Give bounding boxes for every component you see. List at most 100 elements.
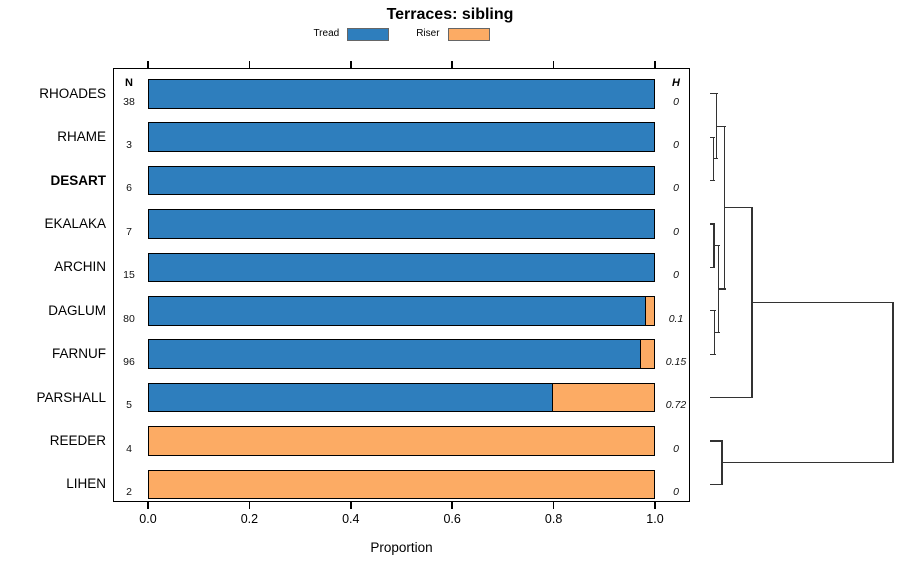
n-value: 38 xyxy=(123,95,135,108)
legend-swatch xyxy=(447,27,490,41)
bar-row xyxy=(148,426,655,456)
axis-tick-bottom xyxy=(654,502,656,509)
row-label: EKALAKA xyxy=(44,215,106,231)
dendrogram-segment xyxy=(710,353,716,355)
axis-tick-bottom xyxy=(248,502,251,509)
n-value: 2 xyxy=(126,486,132,499)
dendrogram-segment xyxy=(710,179,715,182)
h-value: 0 xyxy=(673,486,679,499)
chart-title: Terraces: sibling xyxy=(386,6,514,23)
dendrogram-segment xyxy=(715,93,718,160)
n-value: 15 xyxy=(123,269,135,282)
axis-tick-bottom xyxy=(350,502,352,509)
n-value: 5 xyxy=(126,399,132,412)
legend-label: Tread xyxy=(313,28,340,39)
dendrogram-segment xyxy=(717,245,720,334)
axis-tick-bottom xyxy=(451,502,453,509)
row-label: LIHEN xyxy=(66,476,106,492)
h-value: 0.72 xyxy=(665,399,687,412)
dendrogram-segment xyxy=(724,207,754,209)
n-value: 96 xyxy=(123,355,135,368)
n-value: 7 xyxy=(126,225,132,238)
bar-row xyxy=(148,165,655,196)
n-value: 3 xyxy=(126,138,132,151)
bar-tread-segment xyxy=(149,383,553,412)
x-axis-label: Proportion xyxy=(370,540,433,555)
legend-swatch xyxy=(347,27,390,41)
dendrogram-segment xyxy=(710,310,716,312)
axis-tick-label: 0.0 xyxy=(139,512,157,526)
axis-tick-label: 0.4 xyxy=(342,512,360,526)
bar-tread-segment xyxy=(149,253,654,282)
h-value: 0 xyxy=(673,138,679,151)
dendrogram-segment xyxy=(710,440,724,442)
row-label: FARNUF xyxy=(52,346,106,362)
dendrogram-segment xyxy=(721,440,723,485)
axis-tick-top xyxy=(654,61,656,68)
axis-tick-top xyxy=(552,61,555,68)
dendrogram-segment xyxy=(751,207,753,399)
legend-label: Riser xyxy=(416,28,440,39)
h-value: 0 xyxy=(673,225,679,238)
dendrogram-segment xyxy=(713,310,716,355)
bar-row xyxy=(148,122,655,152)
bar-row xyxy=(148,79,655,109)
column-header-h: H xyxy=(672,77,680,89)
dendrogram-segment xyxy=(723,125,726,290)
dendrogram-segment xyxy=(892,301,894,464)
bar-row xyxy=(148,209,655,239)
axis-tick-top xyxy=(350,61,352,68)
dendrogram-segment xyxy=(710,223,716,225)
dendrogram-segment xyxy=(713,223,715,268)
dendrogram-segment xyxy=(710,396,754,399)
axis-tick-bottom xyxy=(552,502,555,509)
dendrogram-segment xyxy=(710,136,715,138)
dendrogram-segment xyxy=(710,483,724,485)
h-value: 0 xyxy=(673,182,679,195)
row-label: DESART xyxy=(50,172,106,188)
bar-row xyxy=(148,339,655,369)
bar-row xyxy=(148,469,655,500)
dendrogram-segment xyxy=(710,93,718,95)
bar-tread-segment xyxy=(149,340,642,368)
dendrogram-segment xyxy=(722,462,895,464)
column-header-n: N xyxy=(125,77,133,89)
h-value: 0 xyxy=(673,442,679,455)
h-value: 0 xyxy=(673,269,679,282)
h-value: 0.15 xyxy=(665,355,687,368)
dendrogram-segment xyxy=(752,301,895,304)
bar-tread-segment xyxy=(149,123,654,151)
n-value: 6 xyxy=(126,182,132,195)
axis-tick-top xyxy=(248,61,251,68)
bar-tread-segment xyxy=(149,297,647,325)
row-label: REEDER xyxy=(49,432,106,448)
dendrogram-segment xyxy=(710,266,716,268)
dendrogram-segment xyxy=(713,158,718,160)
legend: Tread Riser xyxy=(113,26,690,42)
row-label: ARCHIN xyxy=(54,259,106,275)
bar-row xyxy=(148,296,655,326)
axis-tick-bottom xyxy=(147,502,149,509)
row-label: PARSHALL xyxy=(36,389,106,405)
axis-tick-label: 0.6 xyxy=(443,512,461,526)
n-value: 4 xyxy=(126,442,132,455)
dendrogram-segment xyxy=(714,331,720,334)
legend-item: Tread xyxy=(313,27,390,41)
row-label: RHOADES xyxy=(39,85,106,101)
h-value: 0 xyxy=(673,95,679,108)
dendrogram-segment xyxy=(712,136,715,182)
bar-tread-segment xyxy=(149,210,654,238)
axis-tick-top xyxy=(147,61,149,68)
dendrogram-segment xyxy=(718,288,726,290)
h-value: 0.1 xyxy=(668,312,684,325)
bar-tread-segment xyxy=(149,166,654,195)
bar-row xyxy=(148,382,655,413)
row-label: RHAME xyxy=(57,129,106,145)
axis-tick-label: 0.8 xyxy=(544,512,563,526)
plot-area-border xyxy=(113,68,690,502)
dendrogram-segment xyxy=(716,125,726,127)
axis-tick-label: 1.0 xyxy=(646,512,664,526)
n-value: 80 xyxy=(123,312,135,325)
axis-tick-label: 0.2 xyxy=(240,512,259,526)
